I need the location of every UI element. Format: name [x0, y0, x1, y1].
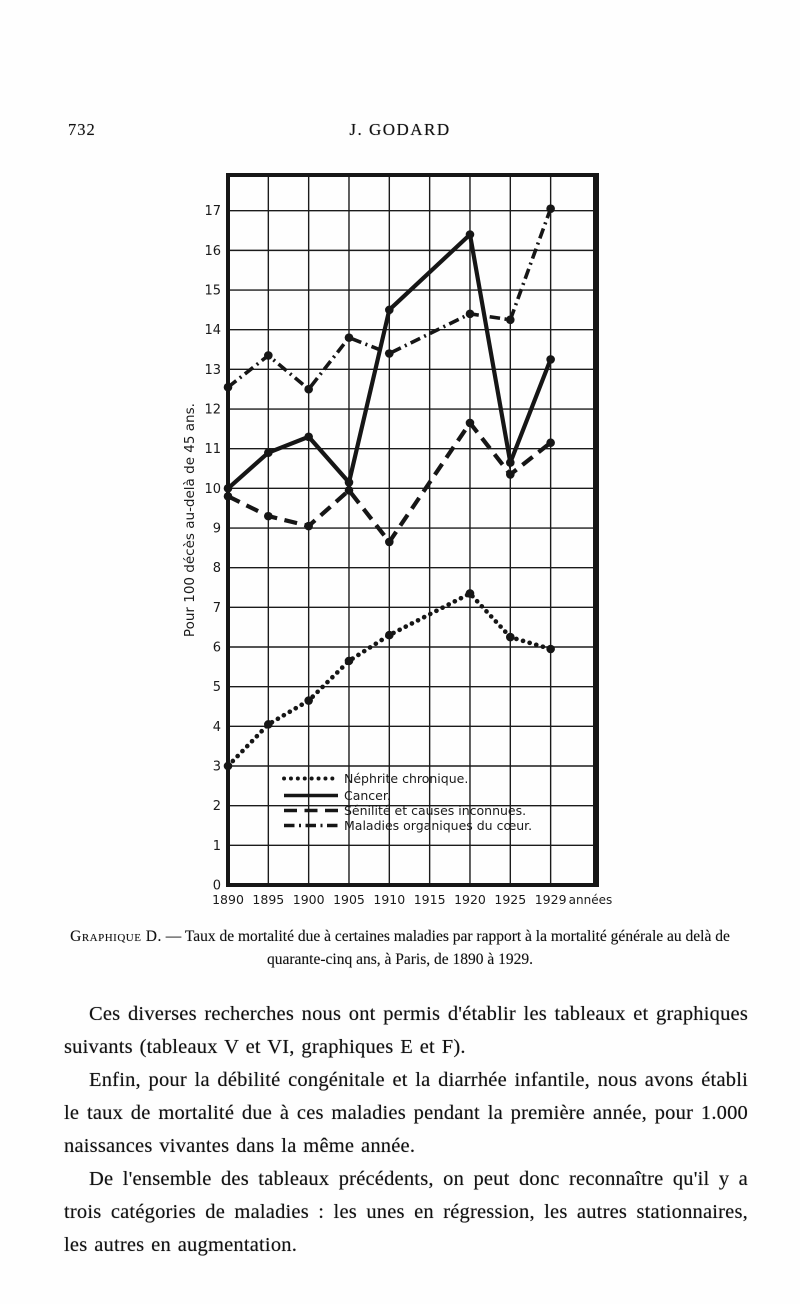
data-point	[304, 384, 313, 394]
data-point	[385, 630, 394, 640]
paragraph-3: De l'ensemble des tableaux précédents, o…	[64, 1168, 748, 1256]
page-number: 732	[68, 120, 96, 139]
svg-text:6: 6	[213, 641, 221, 656]
svg-text:14: 14	[204, 323, 221, 338]
svg-text:1929: 1929	[535, 892, 567, 907]
svg-text:7: 7	[213, 601, 221, 616]
svg-text:8: 8	[213, 561, 221, 576]
data-point	[506, 315, 515, 325]
svg-text:1925: 1925	[494, 892, 526, 907]
data-point	[344, 333, 354, 342]
data-point	[344, 478, 354, 487]
data-point	[465, 589, 475, 598]
data-point	[546, 644, 555, 654]
figure-caption: Graphique D. — Taux de mortalité due à c…	[70, 926, 730, 971]
svg-text:1910: 1910	[373, 892, 405, 907]
series-line-solid	[226, 230, 553, 490]
y-axis-title: Pour 100 décès au-delà de 45 ans.	[182, 403, 198, 637]
paragraph-2: Enfin, pour la débilité congénitale et l…	[64, 1069, 748, 1157]
svg-text:1905: 1905	[333, 892, 365, 907]
data-point	[223, 491, 233, 501]
data-point	[264, 511, 273, 521]
data-point	[223, 484, 233, 493]
legend-label: Maladies organiques du cœur.	[344, 818, 532, 833]
data-point	[546, 438, 555, 448]
svg-text:9: 9	[213, 522, 221, 537]
data-point	[465, 230, 475, 239]
svg-text:1915: 1915	[414, 892, 446, 907]
data-point	[264, 720, 273, 729]
svg-text:17: 17	[204, 204, 221, 219]
figure-graphique-d: 0 1 2 3 4 5 6 7 8 9 10 11 12 13 14 15 16 17 1890 1895 1900 19…	[180, 160, 620, 922]
data-point	[223, 761, 233, 771]
svg-text:4: 4	[213, 720, 221, 735]
data-point	[506, 632, 515, 642]
figure-caption-label: Graphique D.	[70, 928, 162, 945]
series-line-dashed	[227, 419, 552, 546]
data-point	[264, 448, 273, 457]
svg-text:11: 11	[204, 442, 221, 457]
x-axis-labels: 1890 1895 1900 1905 1910 1915 1920 1925 1929 anné…	[212, 892, 612, 907]
data-point	[506, 470, 515, 479]
svg-text:3: 3	[213, 760, 221, 775]
svg-text:1895: 1895	[252, 892, 284, 907]
running-header: 732 J. GODARD	[0, 120, 800, 142]
data-point	[304, 521, 313, 531]
data-point	[506, 458, 515, 467]
svg-text:15: 15	[204, 284, 221, 299]
legend-label: Cancer.	[344, 788, 391, 803]
series-line-dotted	[225, 590, 553, 769]
data-point	[304, 696, 313, 705]
svg-text:13: 13	[204, 363, 221, 378]
data-point	[465, 309, 475, 319]
svg-text:10: 10	[204, 482, 221, 497]
data-point	[344, 656, 354, 666]
paragraph-1: Ces diverses recherches nous ont permis …	[64, 1003, 748, 1058]
svg-text:2: 2	[213, 799, 221, 814]
svg-text:1890: 1890	[212, 892, 244, 907]
data-point	[546, 355, 555, 364]
running-head-title: J. GODARD	[349, 120, 451, 139]
svg-text:1920: 1920	[454, 892, 486, 907]
svg-text:16: 16	[204, 244, 221, 259]
svg-text:0: 0	[213, 879, 221, 894]
svg-text:1: 1	[213, 839, 221, 854]
data-point	[465, 418, 475, 428]
figure-caption-text: — Taux de mortalité due à certaines mala…	[161, 928, 730, 968]
svg-text:12: 12	[204, 403, 221, 418]
data-point	[546, 204, 555, 214]
legend-label: Néphrite chronique.	[344, 771, 468, 786]
x-axis-suffix: années	[569, 893, 613, 907]
data-point	[385, 305, 394, 315]
data-point	[223, 382, 233, 392]
data-point	[385, 349, 394, 358]
svg-text:1900: 1900	[293, 892, 325, 907]
data-point	[344, 486, 354, 495]
data-point	[385, 537, 394, 547]
data-point	[304, 432, 313, 442]
legend-label: Sénilité et causes inconnues.	[344, 803, 526, 818]
chart-grid	[228, 175, 595, 885]
chart-series	[223, 204, 555, 771]
chart-legend: Néphrite chronique. Cancer.Sénilité et ca…	[282, 771, 532, 833]
data-point	[264, 351, 273, 360]
svg-text:5: 5	[213, 680, 221, 695]
body-text: Ces diverses recherches nous ont permis …	[64, 998, 748, 1262]
